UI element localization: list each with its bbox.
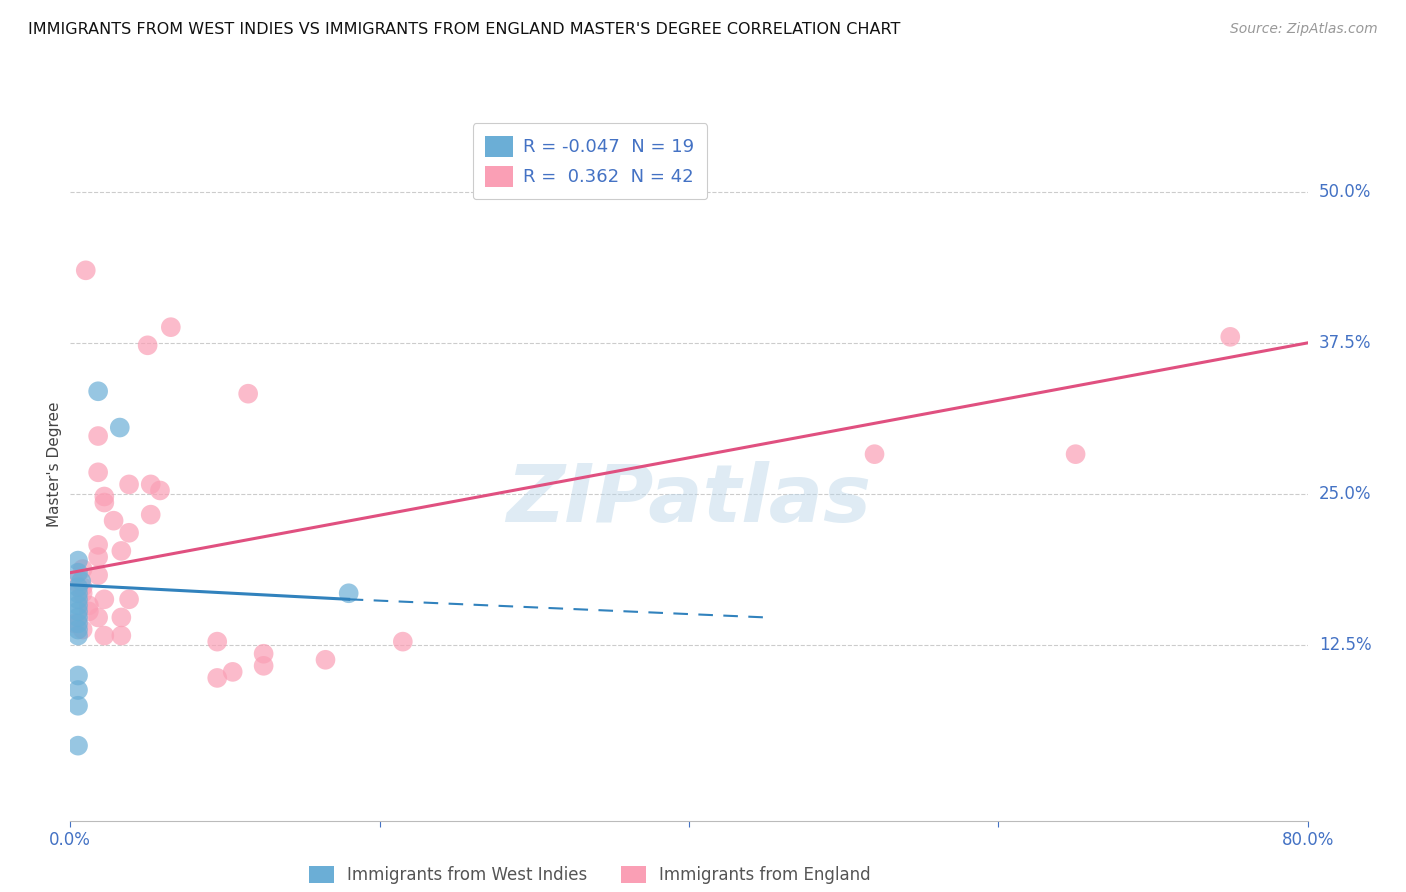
Point bbox=[87, 610, 110, 624]
Point bbox=[1064, 447, 1087, 461]
Point bbox=[160, 320, 183, 334]
Text: 37.5%: 37.5% bbox=[1319, 334, 1371, 351]
Point bbox=[87, 465, 110, 479]
Point bbox=[67, 586, 90, 600]
Text: IMMIGRANTS FROM WEST INDIES VS IMMIGRANTS FROM ENGLAND MASTER'S DEGREE CORRELATI: IMMIGRANTS FROM WEST INDIES VS IMMIGRANT… bbox=[28, 22, 900, 37]
Point bbox=[139, 477, 162, 491]
Point bbox=[67, 580, 90, 594]
Point bbox=[72, 623, 94, 637]
Point bbox=[67, 604, 90, 618]
Point bbox=[67, 623, 90, 637]
Text: Source: ZipAtlas.com: Source: ZipAtlas.com bbox=[1230, 22, 1378, 37]
Point bbox=[222, 665, 245, 679]
Point bbox=[315, 653, 337, 667]
Point bbox=[110, 629, 132, 643]
Point bbox=[77, 604, 100, 618]
Point bbox=[72, 580, 94, 594]
Text: 12.5%: 12.5% bbox=[1319, 636, 1371, 654]
Point bbox=[67, 599, 90, 613]
Text: 50.0%: 50.0% bbox=[1319, 183, 1371, 201]
Point bbox=[136, 338, 159, 352]
Point bbox=[87, 429, 110, 443]
Point bbox=[67, 629, 90, 643]
Point bbox=[207, 634, 229, 648]
Point bbox=[110, 544, 132, 558]
Point bbox=[67, 610, 90, 624]
Point bbox=[63, 574, 86, 589]
Point bbox=[149, 483, 172, 498]
Point bbox=[72, 586, 94, 600]
Point bbox=[93, 495, 115, 509]
Point bbox=[118, 477, 141, 491]
Point bbox=[67, 592, 90, 607]
Point bbox=[103, 514, 125, 528]
Point bbox=[93, 629, 115, 643]
Point bbox=[87, 568, 110, 582]
Point bbox=[392, 634, 415, 648]
Point bbox=[238, 386, 260, 401]
Point bbox=[87, 538, 110, 552]
Point bbox=[67, 668, 90, 682]
Point bbox=[207, 671, 229, 685]
Point bbox=[253, 658, 276, 673]
Point bbox=[70, 574, 93, 589]
Text: ZIPatlas: ZIPatlas bbox=[506, 460, 872, 539]
Point bbox=[87, 549, 110, 564]
Point bbox=[67, 739, 90, 753]
Point bbox=[253, 647, 276, 661]
Point bbox=[75, 263, 97, 277]
Legend: Immigrants from West Indies, Immigrants from England: Immigrants from West Indies, Immigrants … bbox=[302, 859, 877, 891]
Point bbox=[72, 562, 94, 576]
Point bbox=[87, 384, 110, 399]
Point bbox=[110, 610, 132, 624]
Point bbox=[1219, 330, 1241, 344]
Point bbox=[93, 592, 115, 607]
Point bbox=[63, 616, 86, 631]
Point bbox=[67, 683, 90, 698]
Point bbox=[77, 599, 100, 613]
Point bbox=[863, 447, 886, 461]
Point bbox=[93, 490, 115, 504]
Point bbox=[139, 508, 162, 522]
Y-axis label: Master's Degree: Master's Degree bbox=[46, 401, 62, 526]
Point bbox=[118, 592, 141, 607]
Point bbox=[108, 420, 131, 434]
Point bbox=[67, 553, 90, 567]
Point bbox=[67, 616, 90, 631]
Point bbox=[337, 586, 360, 600]
Point bbox=[118, 525, 141, 540]
Point bbox=[67, 698, 90, 713]
Point bbox=[67, 566, 90, 580]
Text: 25.0%: 25.0% bbox=[1319, 485, 1371, 503]
